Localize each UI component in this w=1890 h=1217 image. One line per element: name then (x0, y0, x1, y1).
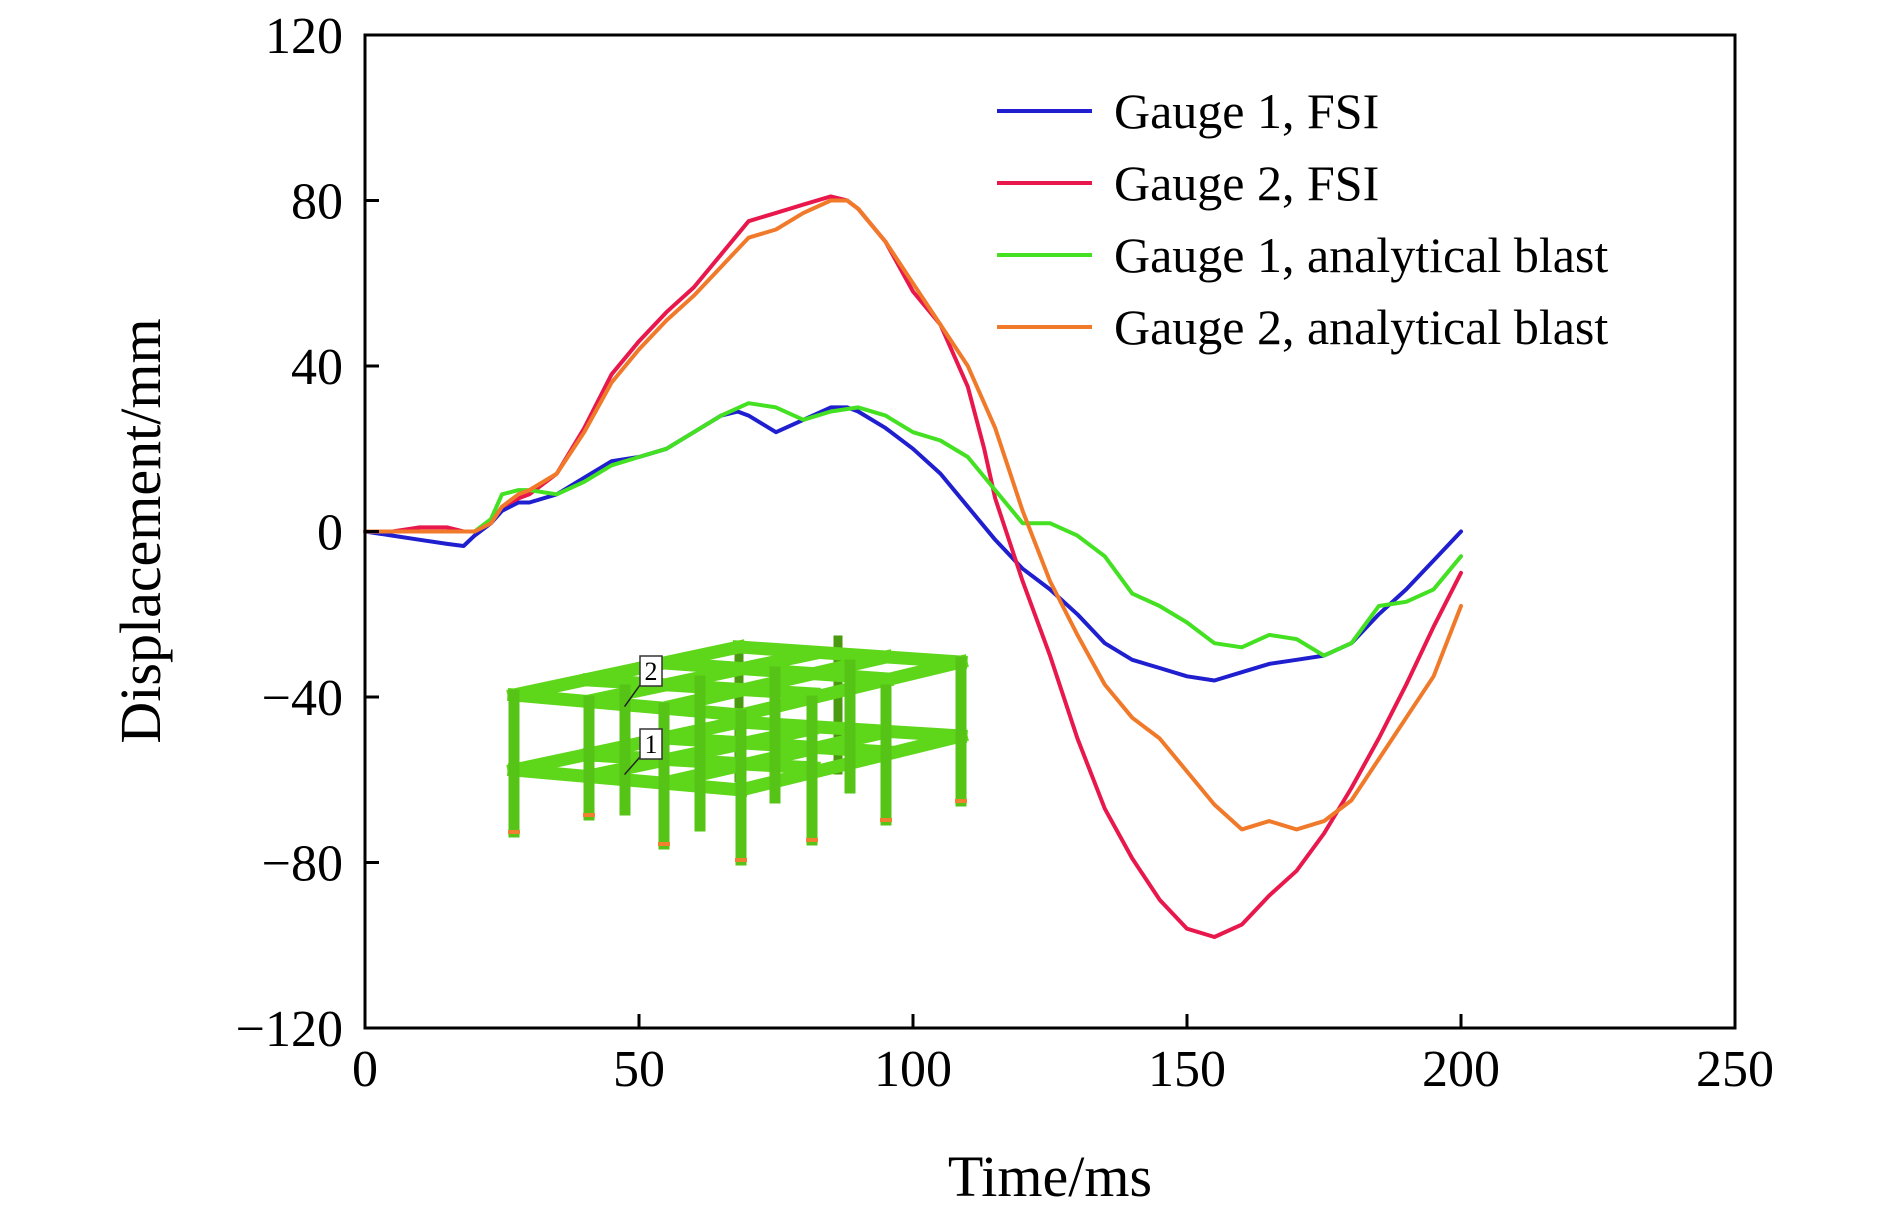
legend: Gauge 1, FSI Gauge 2, FSI Gauge 1, analyti… (997, 83, 1608, 355)
x-tick-label: 200 (1422, 1041, 1500, 1098)
legend-label: Gauge 1, analytical blast (1114, 227, 1608, 283)
x-tick-label: 100 (874, 1041, 952, 1098)
y-tick-label: 0 (317, 505, 343, 562)
frame-structure-illustration: 2 1 (506, 635, 969, 866)
tick-layer: 0 50 100 150 200 250 120 80 40 0 −40 −80 −120 (236, 8, 1774, 1098)
legend-label: Gauge 2, analytical blast (1114, 299, 1608, 355)
y-tick-label: −120 (236, 1001, 343, 1058)
y-tick-label: −80 (262, 836, 343, 893)
gauge-2-label-box (639, 655, 663, 687)
series-layer (363, 194, 1463, 939)
y-tick-label: −40 (262, 670, 343, 727)
x-tick-label: 0 (352, 1041, 378, 1098)
x-tick-label: 250 (1696, 1041, 1774, 1098)
y-axis-title: Displacement/mm (108, 318, 173, 743)
gauge-2-label: 2 (645, 657, 658, 686)
series-line-4 (363, 198, 1463, 832)
gauge-1-label: 1 (645, 730, 658, 759)
x-tick-label: 150 (1148, 1041, 1226, 1098)
y-tick-label: 80 (291, 174, 343, 231)
legend-label: Gauge 1, FSI (1114, 83, 1379, 139)
y-tick-label: 40 (291, 339, 343, 396)
gauge-1-label-box (639, 728, 663, 760)
x-axis-title: Time/ms (948, 1144, 1152, 1209)
x-tick-label: 50 (613, 1041, 665, 1098)
legend-label: Gauge 2, FSI (1114, 155, 1379, 211)
y-tick-label: 120 (265, 8, 343, 65)
series-line-3 (363, 401, 1463, 658)
